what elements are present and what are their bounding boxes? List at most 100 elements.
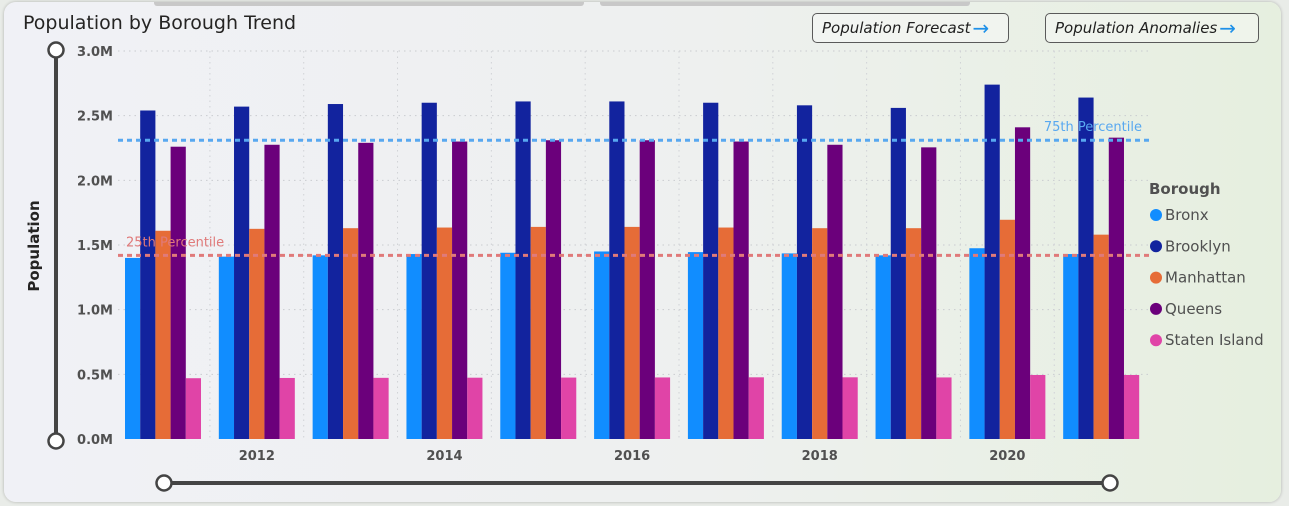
y-slider-handle-top[interactable] (47, 41, 65, 59)
bar-bronx-2011[interactable] (125, 257, 141, 439)
bar-staten-island-2019[interactable] (936, 377, 952, 439)
arrow-right-icon: → (972, 16, 990, 40)
bar-queens-2019[interactable] (921, 147, 937, 439)
bar-bronx-2016[interactable] (594, 251, 610, 439)
y-tick-label: 1.5M (77, 239, 113, 254)
x-tick-label: 2014 (426, 449, 462, 464)
reference-lines: 75th Percentile 25th Percentile (118, 120, 1150, 257)
bar-queens-2016[interactable] (639, 140, 655, 440)
bar-brooklyn-2019[interactable] (890, 107, 906, 439)
y-tick-label: 1.0M (77, 304, 113, 319)
bar-brooklyn-2011[interactable] (140, 110, 156, 439)
bar-bronx-2014[interactable] (406, 254, 422, 439)
legend-marker (1150, 240, 1162, 253)
bar-staten-island-2020[interactable] (1030, 374, 1046, 439)
bar-manhattan-2021[interactable] (1093, 234, 1109, 439)
bar-manhattan-2013[interactable] (343, 228, 359, 439)
x-tick-label: 2016 (614, 449, 650, 464)
bar-brooklyn-2021[interactable] (1078, 97, 1094, 439)
population-anomalies-button[interactable]: Population Anomalies → (1045, 13, 1259, 43)
bar-queens-2020[interactable] (1014, 127, 1031, 439)
bar-bronx-2018[interactable] (781, 253, 797, 439)
bar-manhattan-2018[interactable] (812, 228, 828, 439)
legend-marker (1150, 334, 1162, 347)
population-forecast-label: Population Forecast (822, 19, 971, 37)
top-scrollbar (154, 2, 584, 6)
bar-staten-island-2021[interactable] (1123, 374, 1140, 439)
bar-manhattan-2011[interactable] (155, 230, 171, 439)
bar-brooklyn-2014[interactable] (421, 102, 437, 439)
y-tick-label: 2.5M (77, 110, 113, 125)
bar-manhattan-2015[interactable] (530, 226, 546, 439)
bar-bronx-2012[interactable] (218, 256, 235, 439)
bar-queens-2014[interactable] (452, 141, 468, 440)
legend-title: Borough (1149, 180, 1221, 198)
bars (125, 84, 1140, 440)
x-tick-label: 2012 (239, 449, 275, 464)
bar-manhattan-2017[interactable] (718, 227, 734, 439)
bar-bronx-2020[interactable] (969, 248, 985, 439)
bar-bronx-2019[interactable] (875, 255, 891, 439)
bar-staten-island-2013[interactable] (373, 377, 389, 439)
gridlines (118, 50, 1150, 439)
legend-marker (1150, 271, 1162, 284)
bar-brooklyn-2015[interactable] (515, 101, 531, 439)
bar-queens-2021[interactable] (1108, 137, 1124, 440)
bar-manhattan-2016[interactable] (624, 226, 640, 439)
y-tick-label: 0.0M (77, 433, 113, 448)
legend-marker (1150, 302, 1162, 315)
bar-queens-2018[interactable] (827, 144, 843, 439)
population-anomalies-label: Population Anomalies (1055, 19, 1218, 37)
bar-brooklyn-2016[interactable] (609, 101, 625, 439)
x-slider-handle-right[interactable] (1101, 474, 1119, 492)
bar-staten-island-2017[interactable] (748, 377, 764, 439)
bar-manhattan-2012[interactable] (249, 228, 265, 439)
bar-brooklyn-2018[interactable] (796, 105, 813, 439)
y-axis-label: Population (25, 200, 43, 291)
y-slider-handle-bottom[interactable] (47, 432, 65, 450)
bar-staten-island-2015[interactable] (561, 377, 577, 439)
legend-item-queens[interactable]: Queens (1165, 300, 1222, 318)
x-axis-ticks: 2012 2014 2016 2018 2020 (239, 449, 1026, 464)
legend-item-manhattan[interactable]: Manhattan (1165, 269, 1246, 287)
bar-manhattan-2019[interactable] (905, 228, 922, 439)
bar-bronx-2013[interactable] (312, 255, 328, 439)
bar-bronx-2021[interactable] (1063, 254, 1079, 439)
bar-queens-2011[interactable] (170, 146, 186, 439)
bar-staten-island-2011[interactable] (185, 378, 201, 439)
y-axis-ticks: 0.0M 0.5M 1.0M 1.5M 2.0M 2.5M 3.0M (77, 45, 113, 448)
top-scrollbar-2 (600, 2, 970, 6)
legend-item-staten-island[interactable]: Staten Island (1165, 331, 1264, 349)
bar-queens-2013[interactable] (358, 142, 374, 439)
bar-staten-island-2018[interactable] (842, 377, 858, 439)
legend-marker (1150, 209, 1162, 221)
y-tick-label: 0.5M (77, 368, 113, 383)
bar-queens-2012[interactable] (264, 144, 280, 439)
y-tick-label: 2.0M (77, 174, 113, 189)
bar-manhattan-2014[interactable] (436, 227, 453, 439)
chart-title: Population by Borough Trend (23, 12, 297, 34)
y-tick-label: 3.0M (77, 45, 113, 60)
population-forecast-button[interactable]: Population Forecast → (812, 13, 1009, 43)
reference-line-label: 75th Percentile (1044, 120, 1142, 135)
bar-staten-island-2016[interactable] (654, 377, 671, 439)
bar-queens-2017[interactable] (733, 141, 749, 440)
bar-brooklyn-2012[interactable] (234, 106, 250, 439)
bar-brooklyn-2017[interactable] (703, 102, 719, 439)
reference-line-label: 25th Percentile (126, 235, 224, 250)
bar-staten-island-2014[interactable] (467, 377, 483, 439)
x-range-slider[interactable] (155, 474, 1119, 492)
bar-bronx-2017[interactable] (687, 252, 704, 439)
x-tick-label: 2020 (989, 449, 1025, 464)
x-slider-handle-left[interactable] (155, 474, 173, 492)
bar-queens-2015[interactable] (545, 140, 562, 440)
y-range-slider[interactable] (47, 41, 65, 450)
bar-brooklyn-2013[interactable] (327, 104, 344, 439)
bar-brooklyn-2020[interactable] (984, 84, 1000, 440)
bar-manhattan-2020[interactable] (999, 219, 1015, 439)
bar-staten-island-2012[interactable] (279, 377, 295, 439)
bar-bronx-2015[interactable] (500, 252, 516, 439)
legend-item-brooklyn[interactable]: Brooklyn (1165, 237, 1231, 255)
legend-item-bronx[interactable]: Bronx (1165, 206, 1209, 224)
